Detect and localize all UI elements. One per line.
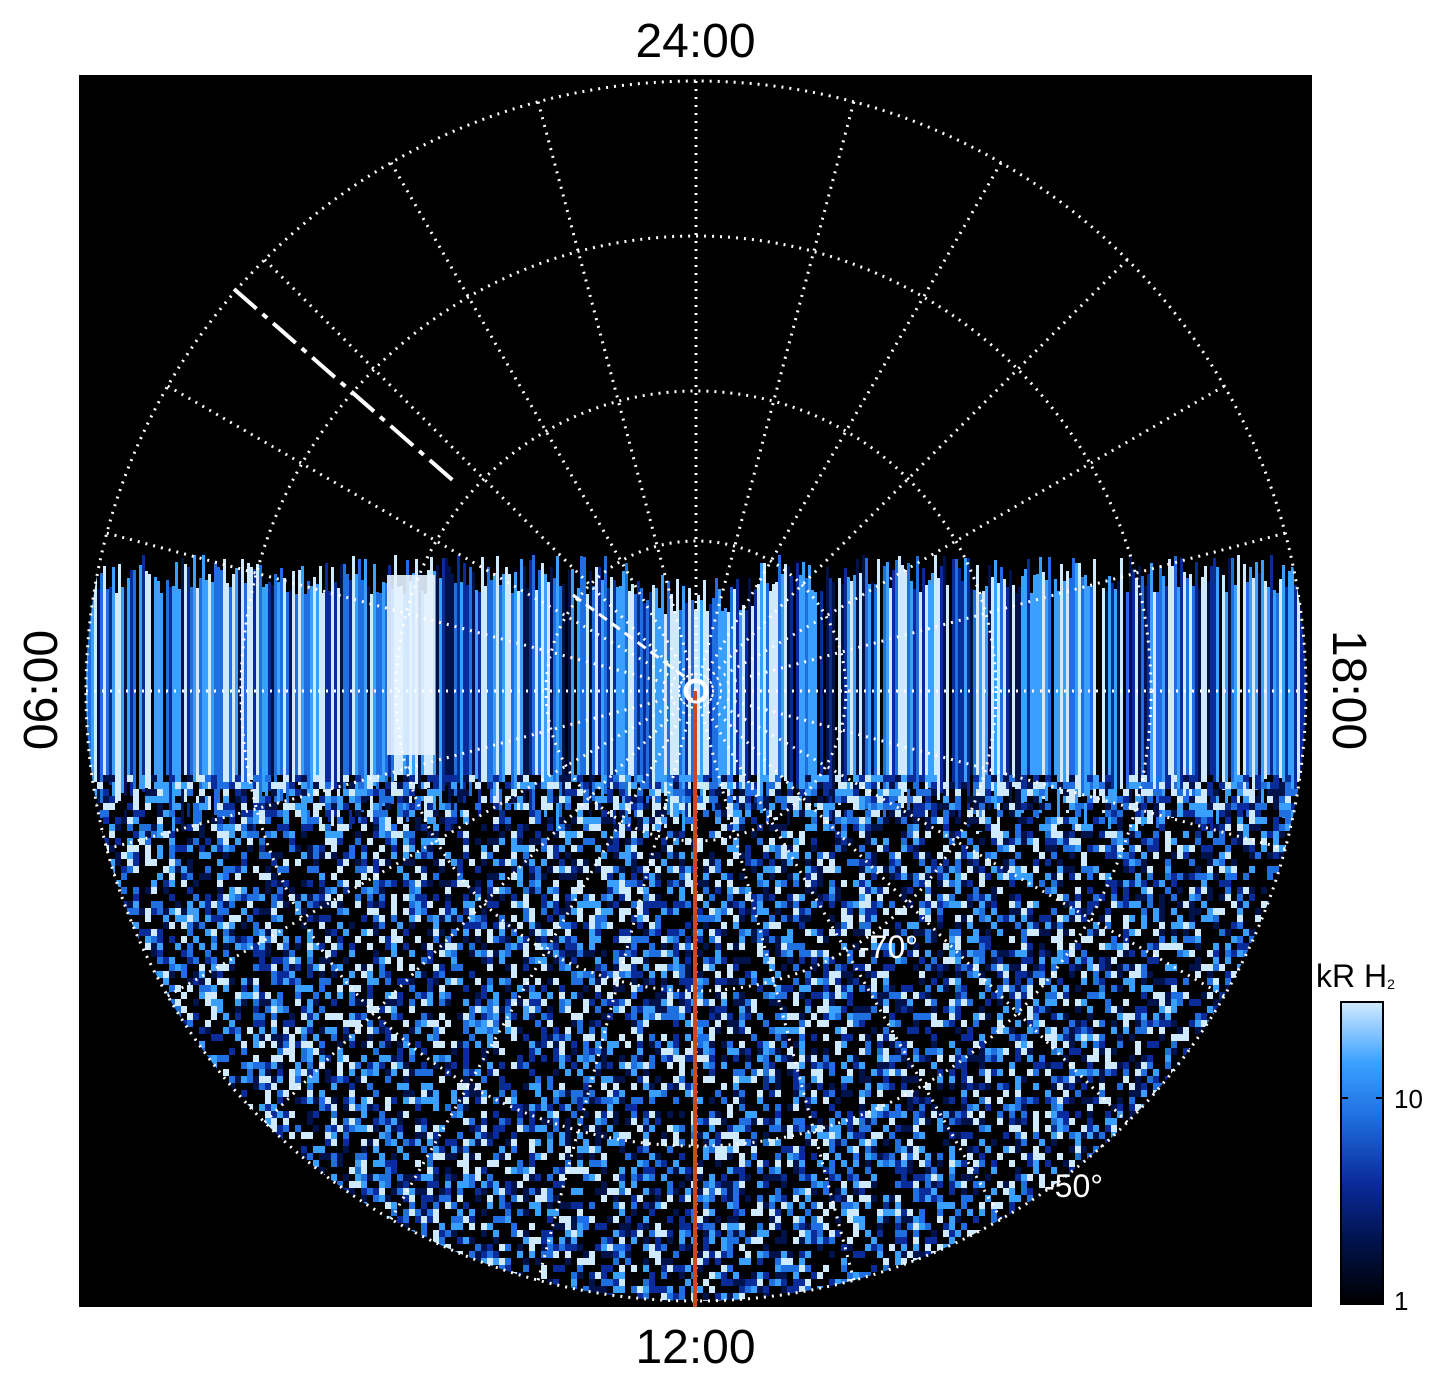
local-time-meridian <box>536 101 698 692</box>
dashed-segment <box>572 593 686 679</box>
colorbar-tick <box>1376 1097 1384 1099</box>
colorbar <box>1340 1001 1384 1305</box>
colorbar-tick-label-10: 10 <box>1394 1084 1423 1114</box>
local-time-meridian <box>106 689 697 851</box>
local-time-meridian <box>695 689 1226 998</box>
latitude-label-inner: -70° <box>859 929 918 965</box>
local-time-meridian <box>536 690 698 1281</box>
local-time-meridian <box>694 690 856 1281</box>
local-time-meridian <box>389 690 698 1221</box>
local-time-meridian <box>694 258 1129 693</box>
local-time-meridian <box>166 689 697 998</box>
local-time-meridian <box>695 531 1286 693</box>
colorbar-title: kR H2 <box>1316 958 1395 995</box>
polar-projection-svg: -70° -50° <box>84 79 1308 1307</box>
local-time-meridian <box>694 690 1003 1221</box>
local-time-meridian <box>389 161 698 692</box>
local-time-label-bottom: 12:00 <box>635 1321 756 1374</box>
local-time-meridian <box>694 101 856 692</box>
latitude-circle <box>544 539 848 843</box>
local-time-label-top: 24:00 <box>635 15 756 68</box>
local-time-label-left: 06:00 <box>15 629 68 751</box>
dash-dot-line <box>232 287 459 486</box>
coordinate-grid <box>84 79 1308 1303</box>
latitude-circle <box>239 234 1153 1148</box>
local-time-meridian <box>263 689 698 1124</box>
colorbar-tick-label-1: 1 <box>1394 1286 1409 1316</box>
local-time-meridian <box>263 258 698 693</box>
local-time-meridian <box>695 689 1286 851</box>
local-time-meridian <box>694 161 1003 692</box>
polar-projection-panel: -70° -50° <box>79 75 1312 1307</box>
colorbar-title-main: kR H <box>1316 958 1388 994</box>
colorbar-tick <box>1340 1097 1348 1099</box>
local-time-meridian <box>694 689 1129 1124</box>
local-time-meridian <box>166 384 697 693</box>
latitude-circle <box>394 389 998 993</box>
no-data-region <box>86 81 1306 573</box>
local-time-meridian <box>695 384 1226 693</box>
local-time-meridian <box>106 531 697 693</box>
local-time-label-right: 18:00 <box>1322 629 1375 751</box>
colorbar-title-sub: 2 <box>1387 976 1395 992</box>
pole-marker <box>683 678 709 704</box>
latitude-label-outer: -50° <box>1044 1168 1103 1204</box>
